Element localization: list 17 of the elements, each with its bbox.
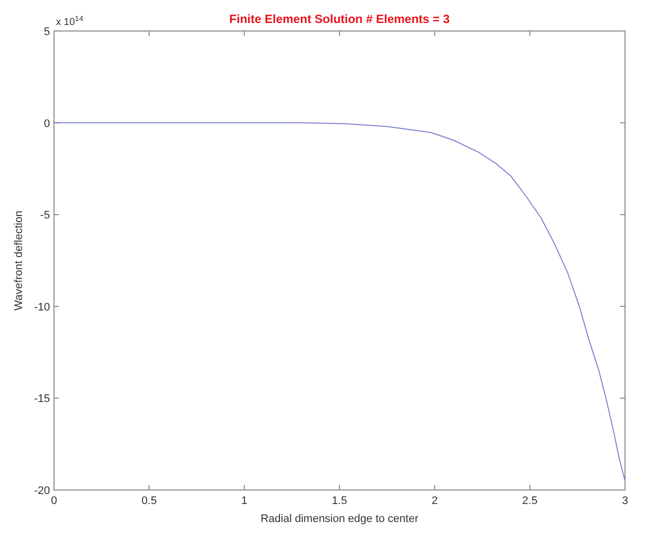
x-tick-label: 3 (622, 495, 628, 507)
y-tick-label: -20 (34, 485, 50, 497)
x-axis-title: Radial dimension edge to center (260, 513, 419, 525)
y-tick-label: -15 (34, 393, 50, 406)
line-series (54, 122, 626, 482)
y-axis-title: Wavefront deflection (13, 210, 25, 310)
text: x 10$^{14}$ (56, 14, 84, 28)
y-tick-label: 5 (44, 26, 50, 38)
x-tick-label: 2.5 (522, 495, 538, 507)
y-tick-label: 0 (44, 118, 50, 130)
x-tick-label: 1.5 (332, 495, 348, 507)
y-tick-label: -5 (40, 210, 50, 222)
x-tick-label: 0.5 (142, 495, 157, 507)
x-tick-label: 2 (432, 495, 438, 507)
x-tick-label: 1 (241, 495, 248, 507)
chart-title: Finite Element Solution # Elements = 3 (229, 12, 450, 26)
y-tick-label: -10 (34, 301, 50, 314)
